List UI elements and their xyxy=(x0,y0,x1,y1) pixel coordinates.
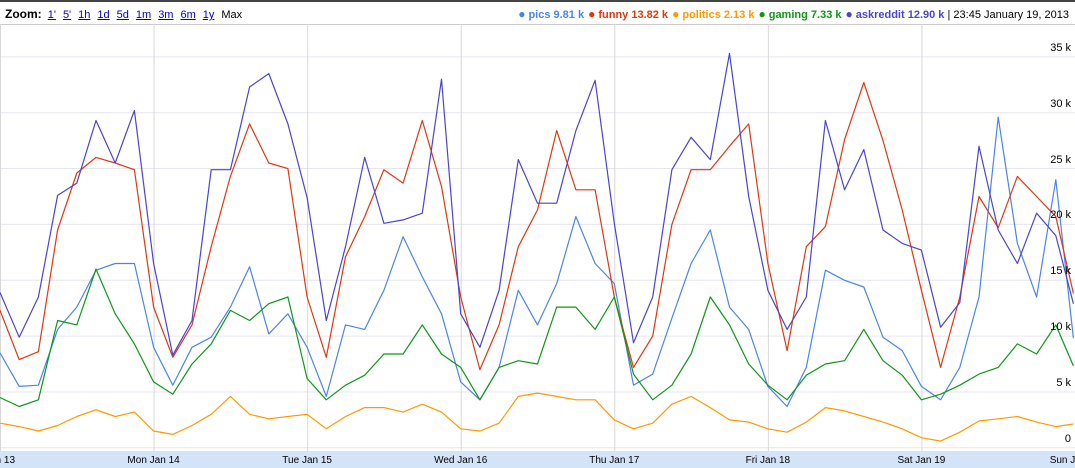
series-line-politics xyxy=(0,392,1074,442)
zoom-option-2[interactable]: 1h xyxy=(78,9,91,21)
y-tick-label: 35 k xyxy=(1050,41,1071,54)
legend-item-gaming: ● gaming 7.33 k xyxy=(758,7,842,21)
y-tick-label: 20 k xyxy=(1050,209,1071,222)
zoom-option-8[interactable]: 1y xyxy=(202,9,215,21)
y-tick-label: 5 k xyxy=(1056,376,1071,389)
top-border xyxy=(0,0,1075,2)
legend-dot-icon: ● xyxy=(845,7,853,21)
legend-value: 9.81 k xyxy=(550,9,585,21)
zoom-option-3[interactable]: 1d xyxy=(97,9,110,21)
chart-header: Zoom: 1' 5' 1h 1d 5d 1m 3m 6m 1y Max ● pics 9.81 k… xyxy=(0,2,1075,25)
x-tick-label: Sat Jan 19 xyxy=(897,455,946,466)
legend-name: politics xyxy=(682,9,721,21)
x-axis-band[interactable] xyxy=(0,451,1075,468)
legend: ● pics 9.81 k ● funny 13.82 k ● politics 2.13… xyxy=(514,7,1069,21)
current-timestamp: 23:45 January 19, 2013 xyxy=(953,9,1069,21)
legend-item-funny: ● funny 13.82 k xyxy=(588,7,669,21)
series-line-askreddit xyxy=(0,52,1074,356)
y-tick-label: 10 k xyxy=(1050,321,1071,334)
series-line-funny xyxy=(0,81,1074,371)
zoom-controls: Zoom: 1' 5' 1h 1d 5d 1m 3m 6m 1y Max xyxy=(5,7,242,21)
x-tick-label: Thu Jan 17 xyxy=(589,455,640,466)
legend-item-politics: ● politics 2.13 k xyxy=(672,7,755,21)
series-line-pics xyxy=(0,116,1074,408)
x-tick-label: Wed Jan 16 xyxy=(434,455,488,466)
legend-value: 12.90 k xyxy=(904,9,945,21)
legend-item-pics: ● pics 9.81 k xyxy=(518,7,585,21)
zoom-option-1[interactable]: 5' xyxy=(62,9,72,21)
series-line-gaming xyxy=(0,268,1074,408)
legend-value: 7.33 k xyxy=(807,9,842,21)
x-tick-label: Sun Jan 20 xyxy=(1049,455,1075,466)
zoom-option-4[interactable]: 5d xyxy=(116,9,129,21)
legend-value: 13.82 k xyxy=(628,9,669,21)
x-tick-label: Jan 13 xyxy=(0,455,16,466)
legend-dot-icon: ● xyxy=(672,7,680,21)
line-chart[interactable] xyxy=(0,24,1075,451)
y-tick-label: 0 xyxy=(1064,432,1071,445)
legend-name: pics xyxy=(528,9,551,21)
zoom-option-6[interactable]: 3m xyxy=(158,9,174,21)
x-tick-label: Fri Jan 18 xyxy=(745,455,791,466)
x-tick-label: Tue Jan 15 xyxy=(282,455,332,466)
y-tick-label: 15 k xyxy=(1050,265,1071,278)
zoom-option-5[interactable]: 1m xyxy=(135,9,152,21)
legend-dot-icon: ● xyxy=(588,7,596,21)
y-tick-label: 30 k xyxy=(1050,97,1071,110)
zoom-option-0[interactable]: 1' xyxy=(47,9,56,21)
legend-dot-icon: ● xyxy=(518,7,526,21)
legend-dot-icon: ● xyxy=(758,7,766,21)
y-tick-label: 25 k xyxy=(1050,153,1071,166)
legend-name: askreddit xyxy=(855,9,905,21)
legend-separator: | xyxy=(944,9,954,21)
legend-name: gaming xyxy=(768,9,808,21)
legend-item-askreddit: ● askreddit 12.90 k xyxy=(845,7,945,21)
legend-name: funny xyxy=(598,9,629,21)
zoom-option-7[interactable]: 6m xyxy=(180,9,196,21)
legend-value: 2.13 k xyxy=(720,9,755,21)
zoom-option-9[interactable]: Max xyxy=(221,9,243,21)
x-tick-label: Mon Jan 14 xyxy=(127,455,180,466)
zoom-label: Zoom: xyxy=(5,7,42,21)
